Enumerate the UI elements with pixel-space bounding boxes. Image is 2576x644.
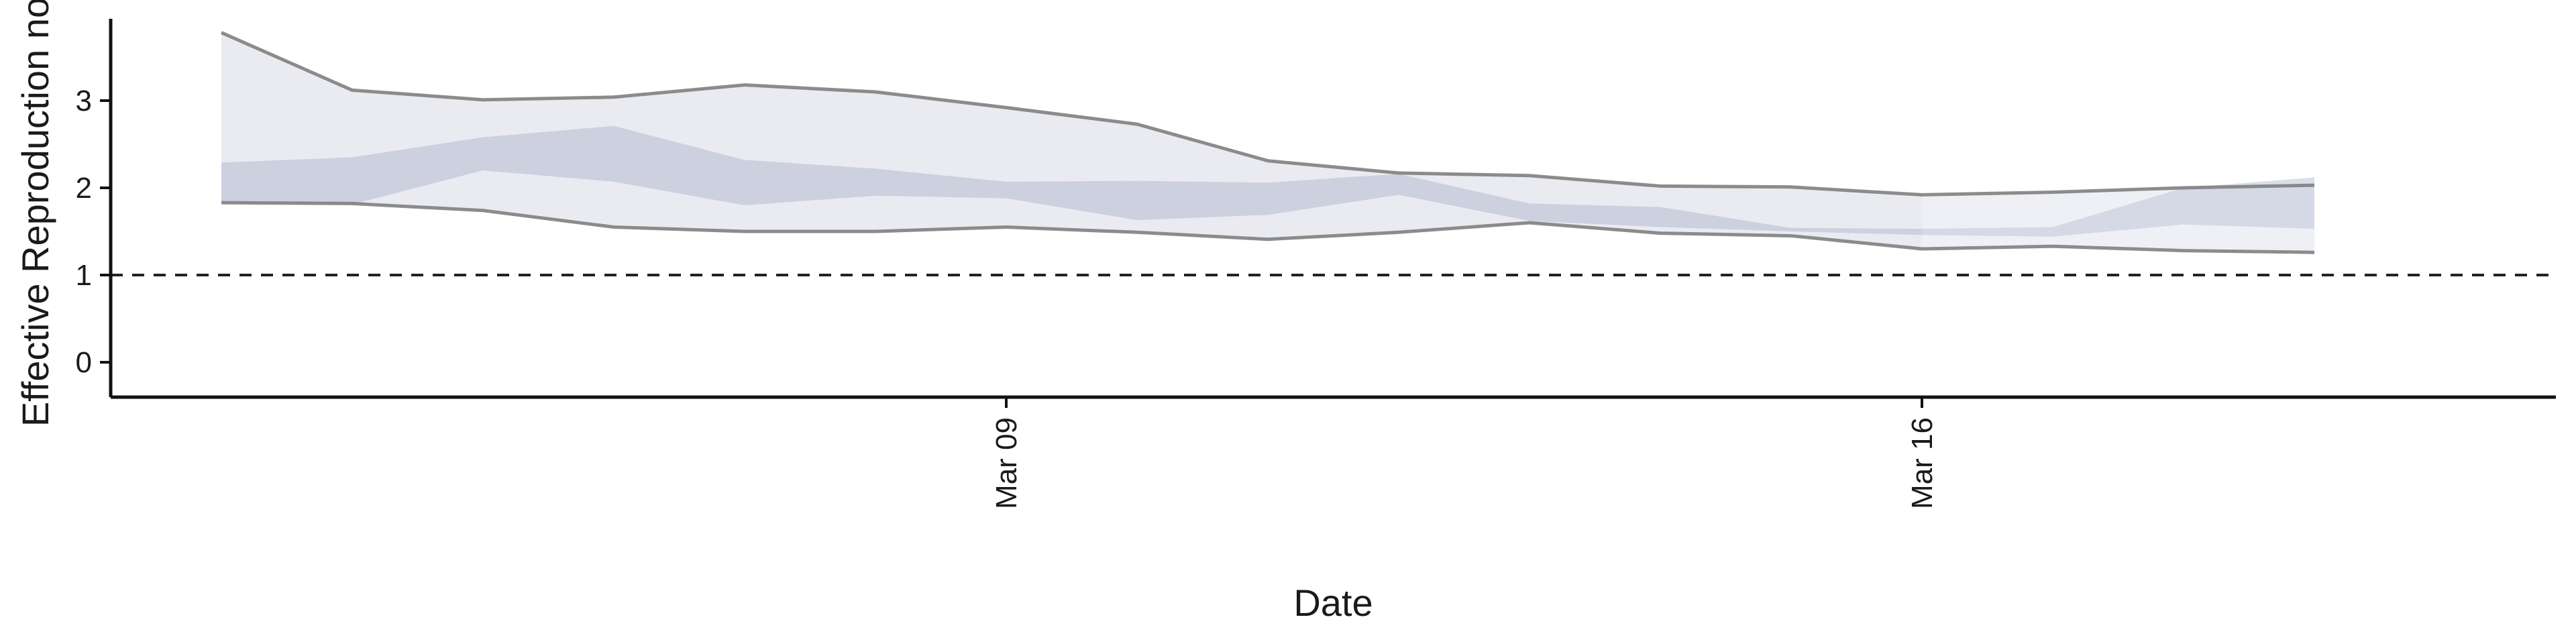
rt-band-50	[1006, 180, 1137, 221]
rt-band-50	[1268, 174, 1399, 215]
rt-band-50	[2053, 188, 2184, 237]
rt-band-50	[1791, 227, 1922, 235]
rt-band-50	[221, 157, 352, 205]
rt-bands	[221, 32, 2314, 253]
y-tick-label: 3	[76, 85, 92, 117]
rt-band-50	[745, 160, 875, 205]
y-tick-label: 1	[76, 259, 92, 292]
y-tick-label: 2	[76, 172, 92, 205]
rt-lower-90-line	[221, 201, 2315, 254]
y-tick-label: 0	[76, 346, 92, 379]
y-axis-title: Effective Reproduction no	[14, 0, 56, 427]
rt-band-50	[2184, 177, 2314, 229]
rt-band-50	[875, 168, 1006, 199]
rt-band-50	[352, 137, 483, 205]
y-axis-ticks: 0 1 2 3	[76, 85, 111, 379]
rt-outlines	[220, 31, 2315, 254]
x-tick-label: Mar 16	[1906, 417, 1939, 509]
rt-band-90	[875, 92, 1006, 231]
rt-band-50	[1660, 207, 1791, 231]
rt-band-50	[1399, 174, 1529, 221]
rt-band-50	[1137, 180, 1268, 221]
rt-band-50	[614, 125, 745, 205]
x-axis-ticks: Mar 09 Mar 16	[990, 397, 1939, 509]
rt-band-50	[1922, 227, 2053, 237]
rt-band-90	[745, 85, 875, 231]
x-tick-label: Mar 09	[990, 417, 1023, 509]
rt-upper-90-line	[220, 31, 2315, 197]
x-axis-title: Date	[1293, 582, 1373, 624]
rt-band-90	[1791, 186, 1922, 249]
rt-band-50	[483, 125, 614, 182]
rt-band-90	[1922, 192, 2053, 249]
rt-band-50	[1529, 203, 1660, 227]
